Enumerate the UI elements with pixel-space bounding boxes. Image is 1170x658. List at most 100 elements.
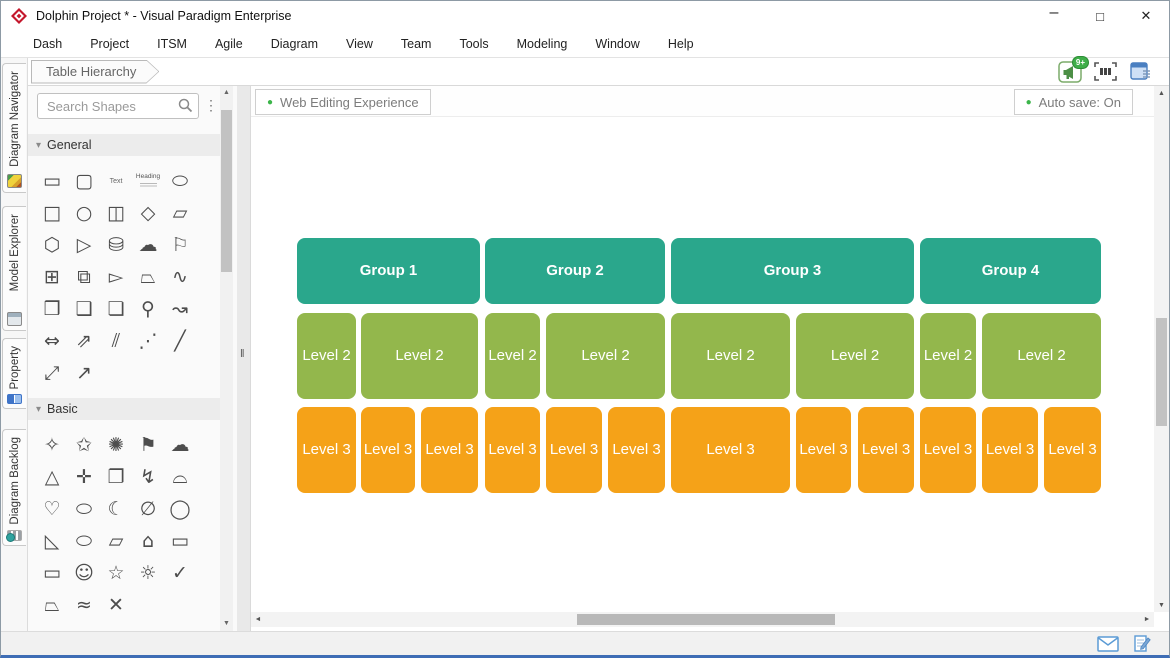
shape-callout[interactable]: ❏ [107,297,125,320]
shape-rounded-rectangle[interactable]: ▢ [75,169,93,192]
shape-cloud-callout[interactable]: ☁ [170,433,190,456]
shape-card[interactable]: ❑ [75,297,93,320]
palette-menu-icon[interactable]: ⋮ [204,97,218,113]
level2-box[interactable]: Level 2 [485,313,540,399]
shape-banner[interactable]: ⚑ [139,433,157,456]
shape-smiley[interactable]: ☺ [74,561,94,584]
level3-box[interactable]: Level 3 [671,407,790,493]
level3-box[interactable]: Level 3 [920,407,976,493]
close-button[interactable]: ✕ [1140,8,1152,23]
shape-sun[interactable]: ☼ [139,561,157,584]
shape-double-wave[interactable]: ≈ [76,593,92,616]
menu-item-project[interactable]: Project [90,37,130,51]
shape-moon[interactable]: ☾ [107,497,125,520]
web-editing-badge[interactable]: ● Web Editing Experience [255,89,431,115]
shape-right-triangle[interactable]: ◺ [44,529,60,552]
menu-item-view[interactable]: View [346,37,373,51]
level2-box[interactable]: Level 2 [361,313,478,399]
edit-document-icon[interactable] [1133,634,1151,653]
shape-lightning[interactable]: ↯ [140,465,156,488]
shape-ellipse[interactable]: ⬭ [171,169,189,192]
shape-text[interactable]: Text [100,165,132,197]
palette-scrollbar[interactable]: ▲ ▼ [220,86,233,631]
presentation-mode-button[interactable] [1092,60,1118,84]
shape-trapezoid[interactable]: ⏢ [140,265,156,288]
shape-thin-arrow[interactable]: ↗ [76,361,92,384]
shape-cone[interactable]: △ [44,465,60,488]
menu-item-window[interactable]: Window [595,37,640,51]
sidebar-tab-property[interactable]: Property [2,338,26,409]
minimize-button[interactable]: – [1049,4,1059,21]
shape-diamond[interactable]: ◇ [140,201,156,224]
level3-box[interactable]: Level 3 [982,407,1038,493]
shape-double-block-arrow[interactable]: ⇔ [44,329,60,352]
shape-chord[interactable]: ⌓ [172,465,188,488]
shape-rect-callout[interactable]: ▭ [171,529,189,552]
shape-predefined-process[interactable]: ◫ [107,201,125,224]
shape-square[interactable]: □ [43,201,61,224]
level2-box[interactable]: Level 2 [920,313,976,399]
shape-double-line[interactable]: ⫽ [111,329,121,352]
menu-item-team[interactable]: Team [400,37,432,51]
level3-box[interactable]: Level 3 [546,407,602,493]
group-box[interactable]: Group 1 [297,238,480,304]
diagram-canvas[interactable]: ● Web Editing Experience ● Auto save: On… [251,86,1169,631]
shape-heading[interactable]: Heading [132,165,164,197]
tab-table-hierarchy[interactable]: Table Hierarchy [31,60,159,84]
shape-actor[interactable]: ⚲ [141,297,155,320]
shape-checkmark[interactable]: ✓ [172,561,188,584]
menu-item-tools[interactable]: Tools [459,37,489,51]
menu-item-itsm[interactable]: ITSM [157,37,187,51]
menu-item-help[interactable]: Help [667,37,694,51]
shape-burst-star[interactable]: ✺ [108,433,124,456]
splitter-handle-icon[interactable]: ‖ [240,348,245,360]
scroll-down-icon[interactable]: ▼ [223,619,230,627]
shape-dashed-callout[interactable]: ⬭ [75,497,93,520]
group-box[interactable]: Group 4 [920,238,1101,304]
level2-box[interactable]: Level 2 [796,313,914,399]
scroll-up-icon[interactable]: ▲ [1158,89,1165,97]
level2-box[interactable]: Level 2 [546,313,665,399]
shape-document[interactable]: ❒ [43,297,61,320]
shape-note[interactable]: ❐ [107,465,125,488]
shape-cloud[interactable]: ☁ [138,233,158,256]
shape-circle[interactable]: ○ [75,201,93,224]
level2-box[interactable]: Level 2 [297,313,356,399]
shape-thin-double-arrow[interactable]: ⤢ [44,361,60,384]
announcement-button[interactable]: 9+ [1057,55,1089,84]
menu-item-dash[interactable]: Dash [33,37,63,51]
panel-splitter[interactable]: ‖ [237,86,251,631]
shape-cylinder[interactable]: ⛁ [108,233,124,256]
shape-cube[interactable]: ⧉ [77,265,91,288]
shape-pentagon[interactable]: ⌂ [141,529,155,552]
level3-box[interactable]: Level 3 [421,407,478,493]
shape-triangle[interactable]: ▷ [76,233,92,256]
level3-box[interactable]: Level 3 [858,407,914,493]
scroll-left-icon[interactable]: ◄ [254,616,262,623]
level3-box[interactable]: Level 3 [796,407,851,493]
level3-box[interactable]: Level 3 [485,407,540,493]
canvas-vertical-scrollbar[interactable]: ▲ ▼ [1154,86,1169,612]
shape-rect-callout-left[interactable]: ▭ [43,561,61,584]
group-box[interactable]: Group 3 [671,238,914,304]
group-box[interactable]: Group 2 [485,238,665,304]
horizontal-scrollbar-thumb[interactable] [577,614,835,625]
canvas-horizontal-scrollbar[interactable]: ◄ ► [251,612,1154,627]
sidebar-tab-model-explorer[interactable]: Model Explorer [2,206,26,331]
menu-item-agile[interactable]: Agile [214,37,243,51]
section-header-basic[interactable]: ▾ Basic [28,398,220,420]
shape-line[interactable]: ╱ [174,329,186,352]
search-shapes-input[interactable] [37,93,199,119]
shape-oval-callout[interactable]: ⬭ [75,529,93,552]
autosave-badge[interactable]: ● Auto save: On [1013,89,1133,115]
section-header-general[interactable]: ▾ General [28,134,220,156]
shape-curve-arrow[interactable]: ↝ [172,297,188,320]
shape-parallelogram[interactable]: ▱ [172,201,188,224]
shape-rectangle[interactable]: ▭ [43,169,61,192]
shape-x-shape[interactable]: ✕ [108,593,124,616]
message-icon[interactable] [1097,635,1119,652]
shape-four-point-star[interactable]: ✧ [44,433,60,456]
sidebar-tab-diagram-navigator[interactable]: Diagram Navigator [2,63,26,193]
shape-block-arrow[interactable]: ⇗ [76,329,92,352]
scroll-right-icon[interactable]: ► [1143,616,1151,623]
